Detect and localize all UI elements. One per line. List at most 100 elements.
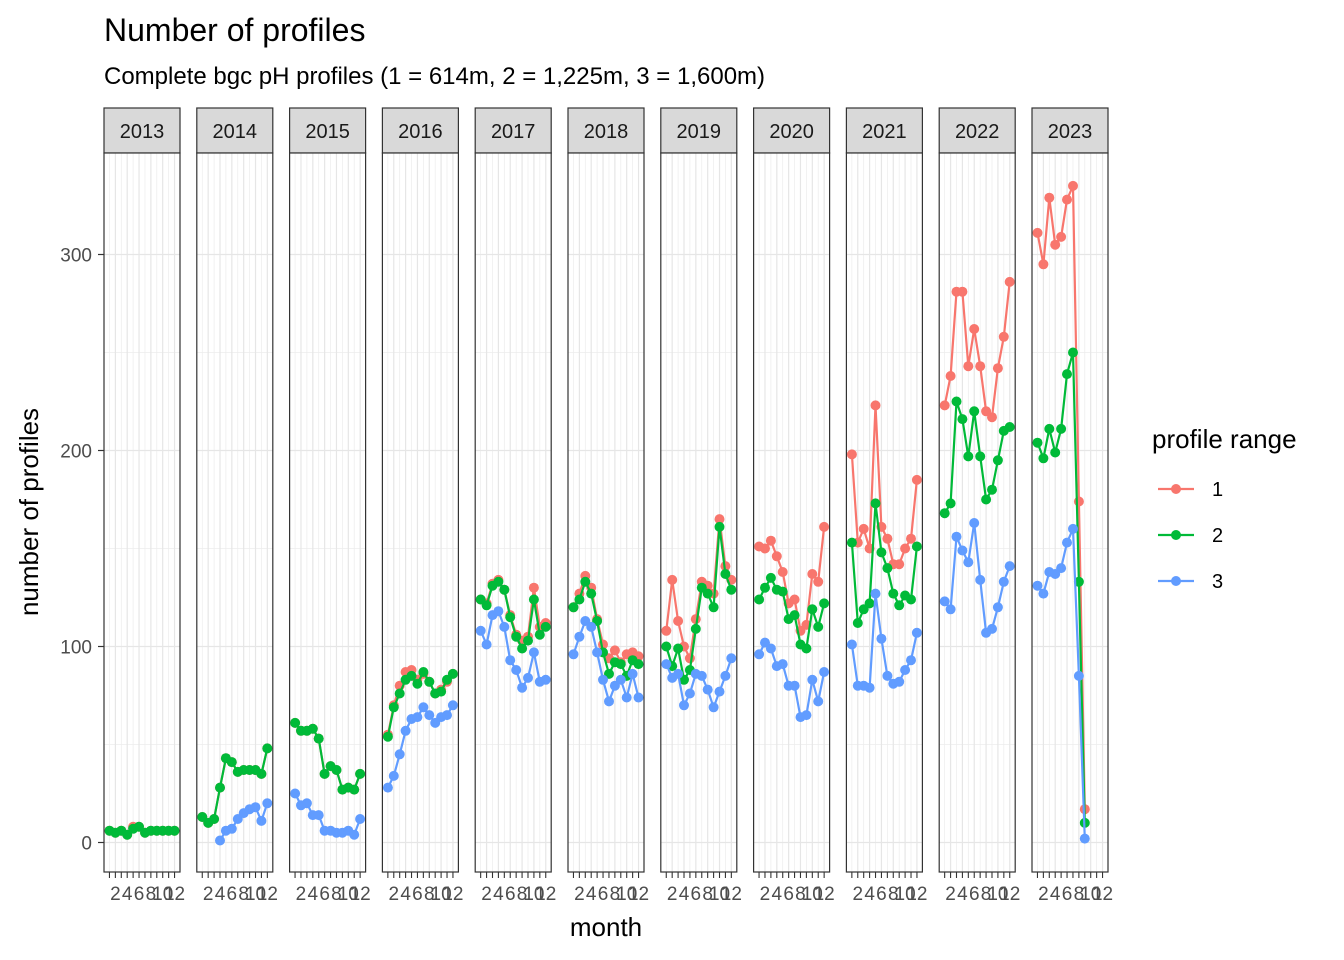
data-point xyxy=(846,639,857,650)
data-point xyxy=(870,498,881,509)
data-point xyxy=(1044,423,1055,434)
series-3-2023 xyxy=(1032,523,1090,844)
data-point xyxy=(813,576,824,587)
data-point xyxy=(975,574,986,585)
data-point xyxy=(615,659,626,670)
data-point xyxy=(382,731,393,742)
x-tick-label: 8 xyxy=(795,884,806,905)
x-tick-label: 10 xyxy=(152,884,173,905)
data-point xyxy=(911,627,922,638)
series-3-2016 xyxy=(382,700,458,793)
x-tick-label: 4 xyxy=(400,884,411,905)
x-tick-label: 2 xyxy=(110,884,121,905)
data-point xyxy=(424,710,435,721)
data-point xyxy=(505,655,516,666)
legend: profile range 1 2 3 xyxy=(1152,424,1297,593)
data-point xyxy=(394,688,405,699)
data-point xyxy=(592,647,603,658)
x-tick-label: 8 xyxy=(331,884,342,905)
data-point xyxy=(813,696,824,707)
data-point xyxy=(846,537,857,548)
data-point xyxy=(945,604,956,615)
data-point xyxy=(511,665,522,675)
data-point xyxy=(760,543,770,554)
data-point xyxy=(957,545,968,556)
data-point xyxy=(226,757,237,768)
legend-label: 3 xyxy=(1212,571,1223,593)
data-point xyxy=(1062,194,1072,205)
series-3-2015 xyxy=(290,788,366,840)
data-point xyxy=(447,668,458,679)
data-point xyxy=(864,682,875,693)
panel-border xyxy=(938,152,1016,873)
data-point xyxy=(957,286,968,297)
data-point xyxy=(1062,369,1072,380)
y-axis-title: number of profiles xyxy=(14,408,44,616)
data-point xyxy=(586,621,597,632)
data-point xyxy=(696,670,707,681)
data-point xyxy=(987,484,997,495)
data-point xyxy=(846,449,857,460)
data-point xyxy=(963,557,974,568)
series-2-2013 xyxy=(104,821,180,840)
data-point xyxy=(1062,537,1072,548)
panel-background xyxy=(1032,153,1108,872)
data-point xyxy=(714,521,725,532)
data-point xyxy=(1038,453,1049,464)
facet-strip xyxy=(938,107,1016,154)
x-tick-label: 8 xyxy=(238,884,249,905)
x-tick-label: 6 xyxy=(134,884,145,905)
x-tick-label: 6 xyxy=(412,884,423,905)
data-point xyxy=(517,682,528,693)
data-point xyxy=(418,667,429,677)
facet-strip-label: 2020 xyxy=(769,121,814,143)
panel-border xyxy=(474,152,552,873)
legend-label: 2 xyxy=(1212,525,1223,547)
x-tick-label: 2 xyxy=(481,884,492,905)
data-point xyxy=(481,600,492,611)
data-point xyxy=(1004,422,1015,432)
x-tick-label: 8 xyxy=(146,884,157,905)
data-point xyxy=(957,414,968,425)
data-point xyxy=(852,618,863,628)
data-point xyxy=(1004,276,1015,287)
data-point xyxy=(609,645,620,656)
x-tick-label: 4 xyxy=(1050,884,1061,905)
data-point xyxy=(1073,496,1084,507)
data-point xyxy=(1038,259,1049,270)
data-point xyxy=(876,633,887,644)
data-point xyxy=(661,625,672,636)
chart-title: Number of profiles xyxy=(104,12,365,48)
x-tick-label: 10 xyxy=(709,884,730,905)
data-point xyxy=(992,455,1003,466)
data-point xyxy=(307,723,318,734)
x-tick-label: 8 xyxy=(702,884,713,905)
x-tick-label: 10 xyxy=(987,884,1008,905)
data-point xyxy=(673,668,684,679)
data-point xyxy=(661,659,672,670)
series-1-2023 xyxy=(1032,180,1090,815)
data-point xyxy=(301,798,312,809)
data-point xyxy=(939,596,950,607)
x-tick-label: 12 xyxy=(442,884,463,905)
x-tick-label: 10 xyxy=(616,884,637,905)
data-point xyxy=(400,725,411,736)
data-point xyxy=(1050,239,1061,250)
series-3-2014 xyxy=(215,798,273,846)
data-point xyxy=(1050,447,1061,458)
x-tick-label: 10 xyxy=(1080,884,1101,905)
series-1-2022 xyxy=(939,276,1015,423)
data-point xyxy=(777,586,788,597)
data-point xyxy=(226,823,237,834)
panel-border xyxy=(845,152,924,873)
data-point xyxy=(505,612,516,623)
data-point xyxy=(679,700,689,711)
data-point xyxy=(1038,588,1049,599)
data-point xyxy=(807,604,818,615)
panel-background xyxy=(104,153,180,872)
x-tick-label: 4 xyxy=(122,884,133,905)
data-point xyxy=(250,802,261,813)
